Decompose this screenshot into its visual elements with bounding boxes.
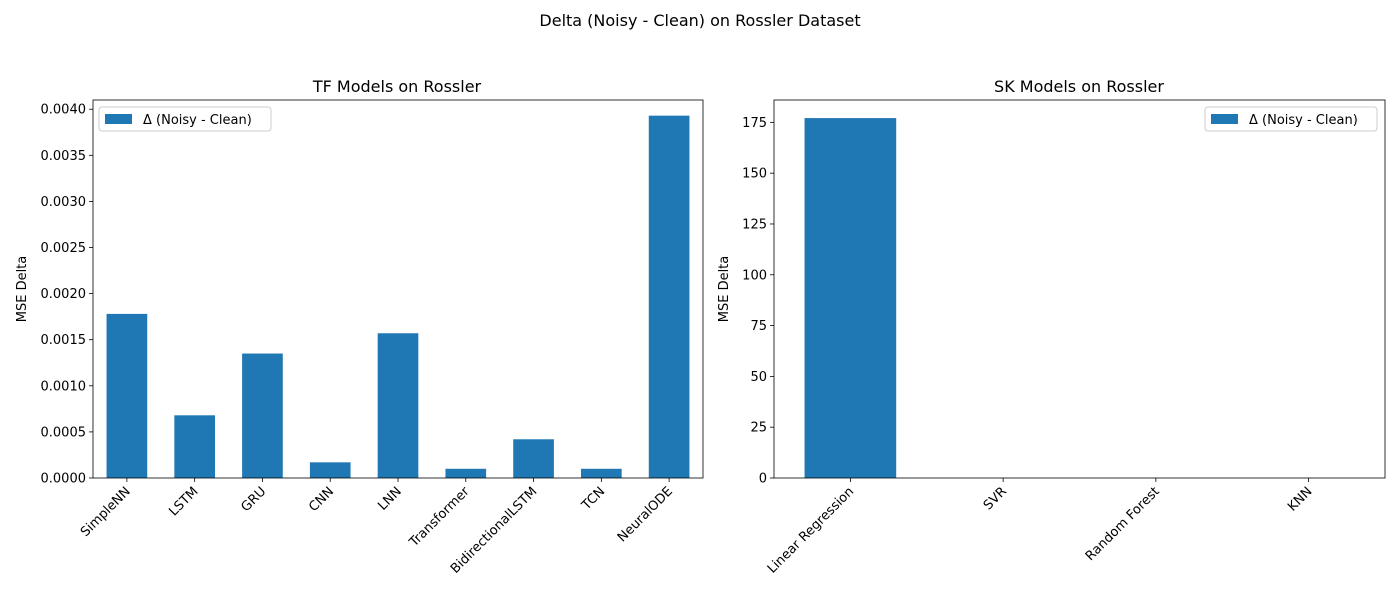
x-tick-label: KNN (1285, 484, 1315, 514)
y-axis-label: MSE Delta (717, 256, 732, 323)
sk-models-chart: SK Models on Rossler MSE Delta 0 25 50 75 10… (717, 77, 1386, 577)
y-tick-label: 0.0030 (41, 195, 87, 210)
y-tick-label: 0.0005 (41, 425, 87, 440)
legend-label: Δ (Noisy - Clean) (1249, 113, 1358, 128)
bar (309, 462, 351, 478)
legend-label: Δ (Noisy - Clean) (143, 113, 252, 128)
legend: Δ (Noisy - Clean) (98, 106, 272, 132)
bar (513, 439, 554, 478)
y-tick-label: 0.0025 (41, 241, 87, 256)
x-tick-label: Linear Regression (765, 484, 857, 576)
x-tick-label: SVR (981, 484, 1010, 513)
y-tick-label: 0.0000 (41, 472, 87, 487)
plot-frame (773, 99, 1386, 479)
legend-swatch (1211, 114, 1238, 124)
tf-models-chart: TF Models on Rossler MSE Delta 0.0000 0.0… (15, 77, 704, 577)
x-tick-label: TCN (578, 484, 608, 514)
x-tick-label: NeuralODE (615, 484, 676, 545)
bar (581, 468, 622, 478)
chart-title: SK Models on Rossler (994, 77, 1164, 96)
x-tick-label: GRU (238, 484, 269, 515)
bar (174, 415, 215, 478)
bar (377, 333, 419, 478)
x-tick-label: SimpleNN (78, 484, 134, 540)
bar (804, 118, 897, 478)
y-tick-label: 0 (759, 472, 767, 487)
x-tick-label: LSTM (166, 484, 201, 519)
y-tick-label: 100 (742, 268, 767, 283)
bar (445, 468, 487, 478)
y-tick-label: 50 (750, 370, 767, 385)
x-tick-label: CNN (306, 484, 337, 515)
legend-box (98, 106, 272, 132)
figure-title: Delta (Noisy - Clean) on Rossler Dataset (539, 11, 860, 30)
y-axis-label: MSE Delta (15, 256, 30, 323)
y-tick-label: 0.0035 (41, 149, 87, 164)
legend-swatch (105, 114, 132, 124)
y-tick-label: 0.0020 (41, 287, 87, 302)
x-tick-label: Random Forest (1083, 484, 1163, 564)
bar (242, 353, 283, 478)
y-tick-label: 175 (742, 116, 767, 131)
bar (106, 313, 148, 478)
chart-title: TF Models on Rossler (312, 77, 482, 96)
legend: Δ (Noisy - Clean) (1204, 106, 1378, 132)
legend-box (1204, 106, 1378, 132)
y-tick-label: 0.0015 (41, 333, 87, 348)
y-tick-label: 125 (742, 217, 767, 232)
x-tick-label: Transformer (406, 484, 473, 551)
y-tick-label: 75 (750, 319, 767, 334)
y-tick-label: 0.0040 (41, 103, 87, 118)
y-tick-label: 25 (750, 421, 767, 436)
y-tick-label: 0.0010 (41, 379, 87, 394)
bar (648, 115, 690, 479)
y-tick-label: 150 (742, 167, 767, 182)
x-tick-label: LNN (375, 484, 404, 513)
